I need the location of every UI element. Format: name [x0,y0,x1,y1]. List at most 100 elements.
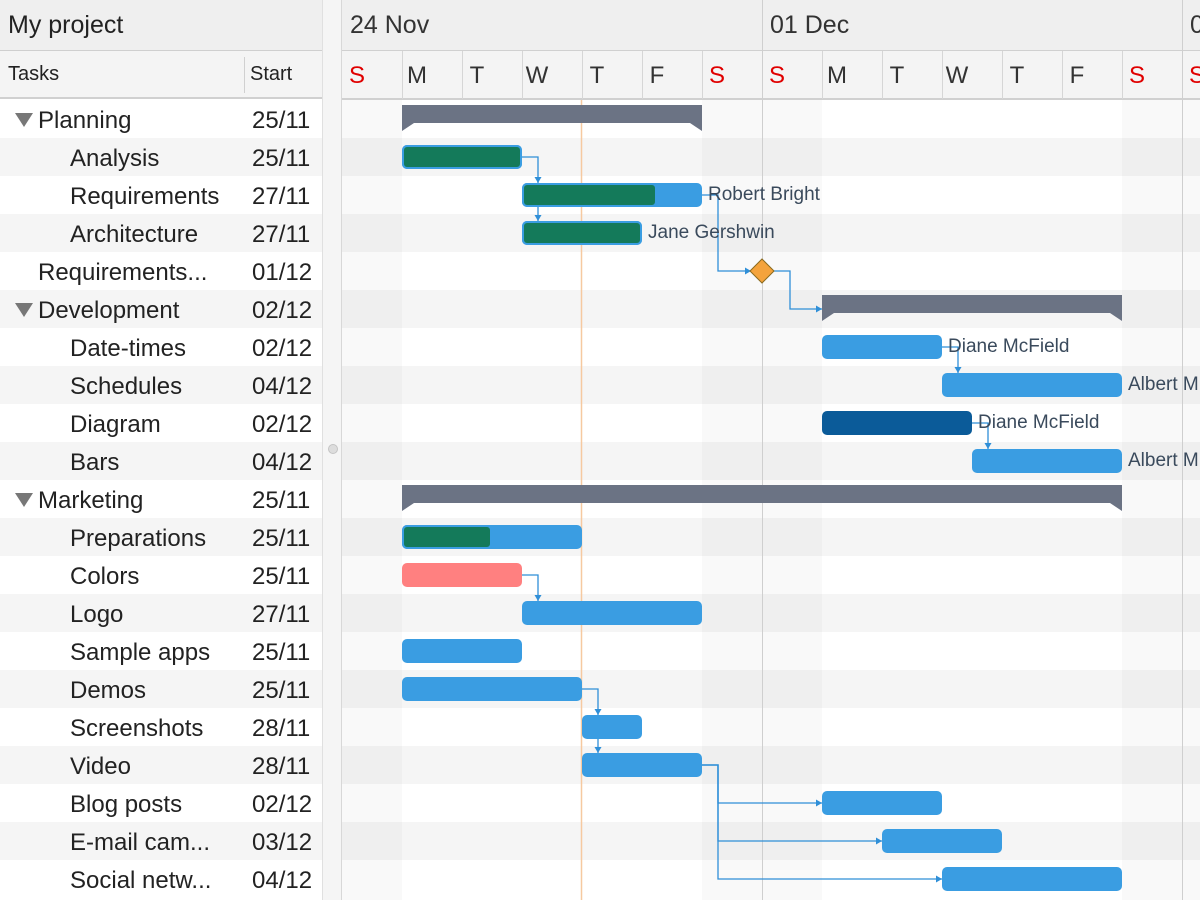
summary-bar[interactable] [402,485,1122,511]
dependency-link [522,574,539,601]
milestone-diamond[interactable] [749,258,775,284]
splitter[interactable] [322,0,342,900]
task-row[interactable]: E-mail cam... 03/12 [0,822,322,860]
task-bar[interactable] [882,829,1002,853]
task-start-date: 28/11 [252,715,311,742]
task-name: Diagram [70,411,161,438]
day-label: T [889,62,905,89]
day-label: F [1069,62,1085,89]
task-row[interactable]: Schedules 04/12 [0,366,322,404]
task-bar[interactable] [942,373,1122,397]
task-name: Blog posts [70,791,183,818]
task-name: Video [70,753,131,780]
task-bar[interactable] [942,867,1122,891]
day-label: T [589,62,605,89]
dependency-arrow-icon [534,595,542,601]
task-start-date: 27/11 [252,601,311,628]
week-label: 24 Nov [350,11,430,39]
task-row[interactable]: Requirements... 01/12 [0,252,322,290]
task-bar[interactable] [972,449,1122,473]
task-name: E-mail cam... [70,829,211,856]
gantt-chart: Robert Bright Jane Gershwin Diane McField A… [342,0,1200,900]
task-start-date: 28/11 [252,753,311,780]
task-name: Sample apps [70,639,211,666]
task-row[interactable]: Social netw... 04/12 [0,860,322,898]
task-bar[interactable] [582,715,642,739]
task-bar[interactable] [822,335,942,359]
task-start-date: 04/12 [252,449,313,476]
row-stripe [342,746,1200,784]
summary-bar[interactable] [402,105,702,131]
task-start-date: 25/11 [252,107,311,134]
day-label: S [708,62,725,89]
task-bar[interactable] [402,563,522,587]
task-name: Marketing [38,487,144,514]
column-header-tasks[interactable]: Tasks [8,63,60,85]
expand-triangle-icon[interactable] [15,113,33,127]
dependency-link [582,688,599,715]
dependency-link [972,422,989,449]
task-name: Planning [38,107,132,134]
task-start-date: 02/12 [252,411,313,438]
task-row[interactable]: Analysis 25/11 [0,138,322,176]
task-row[interactable]: Logo 27/11 [0,594,322,632]
gantt-chart-canvas [342,0,1200,900]
task-start-date: 02/12 [252,297,313,324]
resource-label: Albert M [1128,374,1199,395]
task-name: Preparations [70,525,207,552]
task-row[interactable]: Video 28/11 [0,746,322,784]
task-row[interactable]: Planning 25/11 [0,100,322,138]
project-title: My project [8,11,124,39]
task-row[interactable]: Requirements 27/11 [0,176,322,214]
task-grid: My project Tasks Start Planning 25/11 Anal… [0,0,322,900]
week-label: 01 Dec [770,11,850,39]
task-bar[interactable] [522,601,702,625]
summary-bar[interactable] [822,295,1122,321]
task-row[interactable]: Bars 04/12 [0,442,322,480]
dependency-link [702,764,942,880]
dependency-link [942,346,959,373]
task-row[interactable]: Demos 25/11 [0,670,322,708]
dependency-arrow-icon [984,443,992,449]
resource-label: Albert M [1128,450,1199,471]
task-start-date: 02/12 [252,791,313,818]
task-name: Date-times [70,335,187,362]
task-start-date: 25/11 [252,563,311,590]
task-row[interactable]: Diagram 02/12 [0,404,322,442]
task-bar[interactable] [402,639,522,663]
splitter-grip[interactable] [328,444,338,454]
task-row[interactable]: Development 02/12 [0,290,322,328]
completion-bar [402,145,522,169]
week-label: 0 [1190,11,1200,39]
day-label: S [1128,62,1145,89]
task-bar[interactable] [822,791,942,815]
task-row[interactable]: Date-times 02/12 [0,328,322,366]
task-start-date: 04/12 [252,867,313,894]
task-bar[interactable] [822,411,972,435]
day-label: S [348,62,365,89]
expand-triangle-icon[interactable] [15,493,33,507]
task-bar[interactable] [402,677,582,701]
task-row[interactable]: Colors 25/11 [0,556,322,594]
task-row[interactable]: Marketing 25/11 [0,480,322,518]
task-start-date: 02/12 [252,335,313,362]
task-name: Bars [70,449,120,476]
task-row[interactable]: Sample apps 25/11 [0,632,322,670]
task-start-date: 25/11 [252,677,311,704]
task-start-date: 27/11 [252,221,311,248]
day-label: S [768,62,785,89]
task-row[interactable]: Preparations 25/11 [0,518,322,556]
resource-label: Jane Gershwin [648,222,775,243]
expand-triangle-icon[interactable] [15,303,33,317]
column-header-start[interactable]: Start [250,63,293,85]
task-bar[interactable] [582,753,702,777]
task-row[interactable]: Blog posts 02/12 [0,784,322,822]
task-row[interactable]: Screenshots 28/11 [0,708,322,746]
column-divider[interactable] [244,57,245,93]
task-start-date: 27/11 [252,183,311,210]
task-start-date: 25/11 [252,639,311,666]
task-start-date: 25/11 [252,525,311,552]
completion-bar [522,221,642,245]
day-label: T [469,62,485,89]
task-row[interactable]: Architecture 27/11 [0,214,322,252]
